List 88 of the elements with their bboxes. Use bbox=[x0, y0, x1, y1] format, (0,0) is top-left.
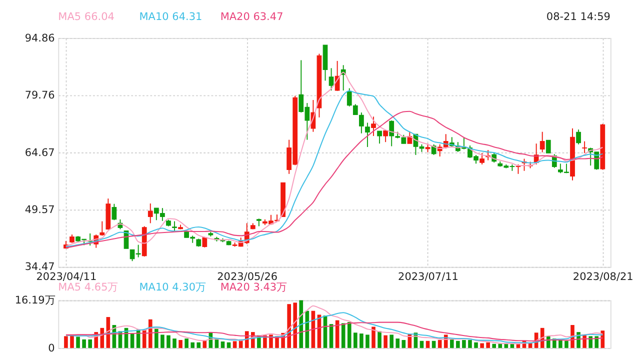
candlestick bbox=[148, 202, 153, 224]
text: 08-21 14:59 bbox=[546, 10, 610, 23]
candlestick bbox=[352, 104, 358, 116]
bar bbox=[438, 340, 442, 348]
line-series bbox=[65, 305, 604, 344]
bar bbox=[166, 335, 170, 348]
bar bbox=[492, 344, 496, 348]
bar bbox=[287, 304, 291, 348]
bar bbox=[178, 340, 182, 348]
candlestick bbox=[365, 122, 370, 148]
bar bbox=[190, 342, 195, 348]
line-series bbox=[65, 312, 604, 344]
bar bbox=[88, 339, 92, 348]
bar bbox=[600, 330, 605, 348]
candlestick bbox=[112, 203, 117, 221]
text: MA20 3.43万 bbox=[220, 282, 287, 294]
candlestick bbox=[576, 129, 581, 145]
bar bbox=[564, 340, 568, 348]
x-tick-label: 2023/05/26 bbox=[217, 270, 278, 283]
bar bbox=[226, 342, 231, 348]
candlestick bbox=[377, 130, 382, 144]
candlestick bbox=[480, 152, 484, 165]
bar bbox=[558, 340, 562, 348]
bar bbox=[341, 323, 346, 348]
y-tick-label: 34.47 bbox=[24, 261, 55, 274]
bar bbox=[372, 326, 376, 348]
x-tick-label: 2023/07/11 bbox=[398, 270, 458, 283]
bar bbox=[396, 338, 400, 348]
bar bbox=[196, 342, 201, 348]
candlestick bbox=[328, 68, 334, 91]
candlestick bbox=[359, 112, 364, 134]
bar bbox=[154, 328, 158, 348]
text: MA5 66.04 bbox=[58, 10, 115, 23]
candlestick bbox=[334, 60, 340, 92]
text: MA10 64.31 bbox=[139, 10, 202, 23]
bar bbox=[450, 339, 454, 348]
y-tick-label: 64.67 bbox=[24, 146, 55, 159]
x-tick-label: 2023/04/11 bbox=[36, 270, 97, 283]
bar bbox=[232, 341, 237, 348]
candlestick bbox=[540, 131, 545, 153]
bar bbox=[76, 336, 80, 348]
bar bbox=[184, 338, 188, 348]
bar bbox=[172, 338, 176, 348]
bar bbox=[100, 328, 104, 348]
bar bbox=[594, 336, 599, 348]
bar bbox=[220, 341, 225, 348]
bar bbox=[293, 302, 298, 348]
candlestick bbox=[516, 164, 521, 174]
bar bbox=[420, 340, 424, 348]
bar bbox=[432, 340, 436, 348]
bar bbox=[378, 331, 382, 348]
bar bbox=[366, 334, 370, 348]
bar bbox=[384, 335, 388, 348]
bar bbox=[347, 322, 352, 348]
candlestick bbox=[346, 88, 352, 107]
candlestick bbox=[371, 116, 376, 136]
bar bbox=[402, 340, 406, 348]
bar bbox=[480, 343, 484, 348]
y-tick-label: 79.76 bbox=[24, 90, 56, 102]
y-tick-label: 94.86 bbox=[24, 32, 56, 44]
text: MA5 4.65万 bbox=[58, 282, 118, 294]
text: MA20 63.47 bbox=[220, 10, 284, 23]
bar bbox=[498, 344, 502, 348]
y-tick-label: 16.19万 bbox=[14, 294, 55, 307]
bar bbox=[474, 342, 478, 348]
bar bbox=[582, 335, 586, 348]
y-tick-label: 0 bbox=[48, 342, 55, 354]
bar bbox=[462, 340, 466, 348]
text: MA10 4.30万 bbox=[139, 282, 206, 294]
bar bbox=[468, 340, 472, 348]
bar bbox=[486, 342, 490, 348]
bar bbox=[354, 332, 358, 348]
bar bbox=[456, 340, 460, 348]
bar bbox=[390, 334, 394, 348]
bar bbox=[299, 300, 304, 348]
candlestick bbox=[582, 140, 587, 154]
bar bbox=[82, 339, 86, 348]
bar bbox=[588, 336, 592, 348]
bar bbox=[426, 340, 430, 348]
candlestick bbox=[546, 140, 551, 154]
candlestick bbox=[172, 220, 177, 232]
y-tick-label: 49.57 bbox=[24, 204, 55, 216]
bar bbox=[160, 334, 164, 348]
line-series bbox=[65, 322, 604, 342]
candlestick bbox=[100, 220, 105, 236]
bar bbox=[360, 334, 364, 348]
bar bbox=[64, 336, 68, 348]
x-tick-label: 2023/08/21 bbox=[572, 270, 634, 283]
